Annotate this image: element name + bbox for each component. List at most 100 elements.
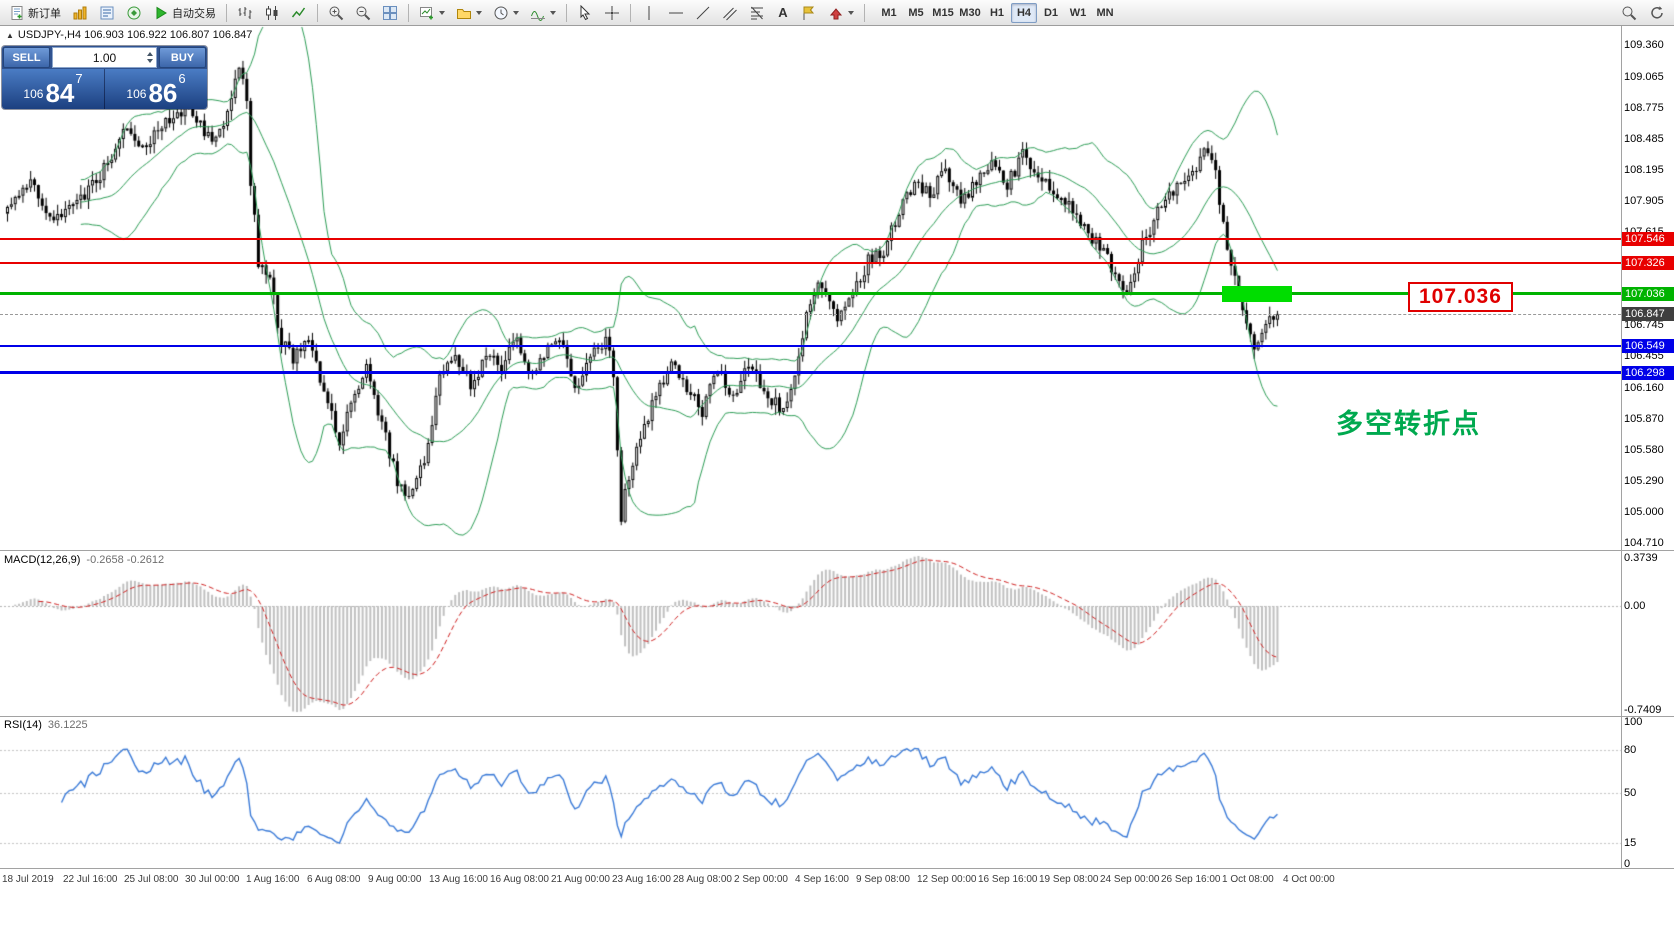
arrows-button[interactable] bbox=[823, 2, 859, 24]
price-callout-label[interactable]: 107.036 bbox=[1408, 282, 1513, 312]
toolbar-right-group bbox=[1616, 2, 1670, 24]
horizontal-line[interactable] bbox=[0, 292, 1621, 296]
price-tick: 109.360 bbox=[1624, 39, 1664, 51]
navigator-button[interactable] bbox=[121, 2, 147, 24]
buy-price-sup: 6 bbox=[178, 71, 186, 86]
one-click-trade-panel: SELL 1.00 BUY 106 84 7 106 86 6 bbox=[2, 46, 207, 109]
horizontal-line[interactable] bbox=[0, 238, 1621, 241]
refresh-icon bbox=[1649, 5, 1665, 21]
horizontal-line[interactable] bbox=[0, 345, 1621, 348]
periods-button[interactable] bbox=[488, 2, 524, 24]
horizontal-line-button[interactable] bbox=[663, 2, 689, 24]
buy-price-prefix: 106 bbox=[126, 87, 147, 101]
auto-trading-label: 自动交易 bbox=[172, 7, 216, 20]
zoom-out-icon bbox=[355, 5, 371, 21]
timeframe-button-H4[interactable]: H4 bbox=[1011, 2, 1037, 23]
symbol-ohlc-text: USDJPY-,H4 106.903 106.922 106.807 106.8… bbox=[17, 29, 253, 41]
text-button[interactable]: A bbox=[771, 2, 795, 24]
bar-chart-icon bbox=[72, 5, 88, 21]
new-order-button[interactable]: 新订单 bbox=[4, 2, 66, 24]
trendline-button[interactable] bbox=[690, 2, 716, 24]
indicator-scale-label: -0.7409 bbox=[1624, 704, 1662, 716]
volume-up-arrow[interactable] bbox=[146, 52, 153, 56]
vertical-line-icon bbox=[641, 5, 657, 21]
indicator-scale-label: 80 bbox=[1624, 744, 1637, 757]
timeframe-button-H1[interactable]: H1 bbox=[984, 3, 1010, 23]
clock-icon bbox=[493, 5, 509, 21]
pane-divider[interactable] bbox=[0, 868, 1674, 869]
label-button[interactable] bbox=[796, 2, 822, 24]
sell-price-prefix: 106 bbox=[23, 87, 44, 101]
new-chart-icon bbox=[419, 5, 435, 21]
channel-icon bbox=[722, 5, 738, 21]
zoom-out-button[interactable] bbox=[350, 2, 376, 24]
sell-button[interactable]: SELL bbox=[3, 47, 50, 68]
indicator-scale-label: 0.00 bbox=[1624, 600, 1646, 612]
dropdown-caret-icon bbox=[476, 10, 482, 15]
pane-divider[interactable] bbox=[0, 550, 1674, 551]
indicator-scale-label: 0.3739 bbox=[1624, 552, 1658, 564]
new-chart-button[interactable] bbox=[414, 2, 450, 24]
timeframe-button-M30[interactable]: M30 bbox=[957, 3, 983, 23]
zoom-in-button[interactable] bbox=[323, 2, 349, 24]
candlestick-icon bbox=[264, 5, 280, 21]
search-icon bbox=[1621, 5, 1637, 21]
price-badge: 106.847 bbox=[1622, 307, 1674, 322]
price-tick: 106.745 bbox=[1624, 319, 1664, 332]
timeframe-button-M5[interactable]: M5 bbox=[903, 3, 929, 23]
time-label: 9 Sep 08:00 bbox=[856, 874, 910, 885]
toolbar-separator bbox=[566, 3, 567, 22]
horizontal-line[interactable] bbox=[0, 371, 1621, 375]
chart-candles-button[interactable] bbox=[259, 2, 285, 24]
toolbar-separator bbox=[864, 3, 865, 22]
horizontal-line-icon bbox=[668, 5, 684, 21]
timeframe-button-W1[interactable]: W1 bbox=[1065, 3, 1091, 23]
tile-windows-button[interactable] bbox=[377, 2, 403, 24]
timeframe-button-MN[interactable]: MN bbox=[1092, 3, 1118, 23]
timeframe-group: M1 M5 M15 M30 H1 H4 D1 W1 MN bbox=[876, 2, 1118, 23]
price-scale[interactable]: 109.360 109.065 108.775 108.485 108.195 107.9… bbox=[1622, 26, 1674, 888]
indicators-button[interactable] bbox=[525, 2, 561, 24]
volume-down-arrow[interactable] bbox=[146, 59, 153, 63]
sell-price-button[interactable]: 106 84 7 bbox=[2, 69, 105, 109]
collapse-arrow-icon[interactable]: ▲ bbox=[6, 30, 14, 40]
horizontal-line[interactable] bbox=[0, 261, 1621, 264]
highlight-box[interactable] bbox=[1222, 285, 1292, 302]
chart-bars-button[interactable] bbox=[232, 2, 258, 24]
market-watch-button[interactable] bbox=[94, 2, 120, 24]
price-scale-separator bbox=[1621, 26, 1622, 868]
profiles-button[interactable] bbox=[451, 2, 487, 24]
rsi-value: 36.1225 bbox=[47, 719, 88, 731]
dropdown-caret-icon bbox=[513, 10, 519, 15]
volume-value: 1.00 bbox=[92, 50, 117, 65]
crosshair-button[interactable] bbox=[599, 2, 625, 24]
main-toolbar: 新订单 自动交易 bbox=[0, 0, 1674, 26]
fibonacci-button[interactable] bbox=[744, 2, 770, 24]
cursor-button[interactable] bbox=[572, 2, 598, 24]
buy-button[interactable]: BUY bbox=[159, 47, 206, 68]
price-chart-canvas[interactable] bbox=[0, 26, 1674, 868]
price-tick: 105.870 bbox=[1624, 412, 1664, 425]
timeframe-button-D1[interactable]: D1 bbox=[1038, 3, 1064, 23]
time-axis[interactable]: 18 Jul 2019 22 Jul 16:00 25 Jul 08:00 30 Ju… bbox=[0, 872, 1621, 890]
chart-line-button[interactable] bbox=[286, 2, 312, 24]
current-price-line bbox=[0, 314, 1621, 316]
channel-button[interactable] bbox=[717, 2, 743, 24]
pane-divider[interactable] bbox=[0, 716, 1674, 717]
quick-search-button[interactable] bbox=[1616, 2, 1642, 24]
folder-icon bbox=[456, 5, 472, 21]
sell-price-sup: 7 bbox=[75, 71, 83, 86]
refresh-button[interactable] bbox=[1644, 2, 1670, 24]
timeframe-button-M1[interactable]: M1 bbox=[876, 3, 902, 23]
charts-window-button[interactable] bbox=[67, 2, 93, 24]
buy-price-button[interactable]: 106 86 6 bbox=[105, 69, 207, 109]
chart-annotation-text[interactable]: 多空转折点 bbox=[1336, 409, 1481, 439]
auto-trading-button[interactable]: 自动交易 bbox=[148, 2, 221, 24]
time-label: 18 Jul 2019 bbox=[2, 874, 54, 885]
dropdown-caret-icon bbox=[439, 10, 445, 15]
timeframe-button-M15[interactable]: M15 bbox=[930, 3, 956, 23]
arrow-object-icon bbox=[828, 5, 844, 21]
volume-field[interactable]: 1.00 bbox=[52, 47, 157, 68]
time-label: 1 Aug 16:00 bbox=[246, 874, 300, 885]
vertical-line-button[interactable] bbox=[636, 2, 662, 24]
